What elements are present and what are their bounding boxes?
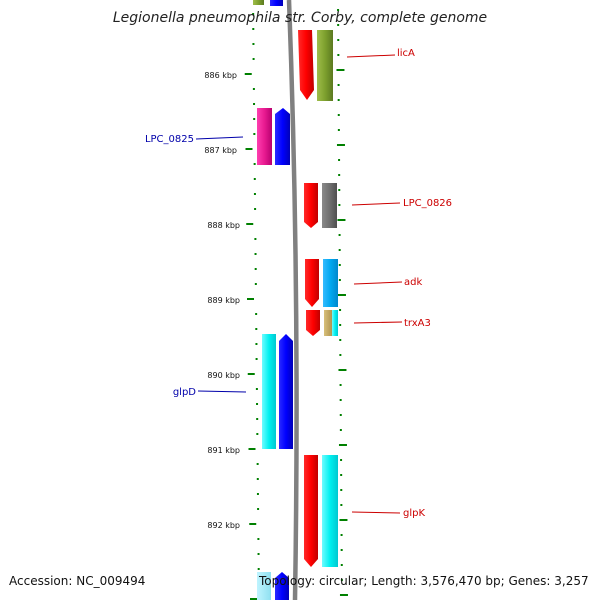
gene-trxA3-product-bar-tan[interactable] [324,310,332,336]
gene-label-adk[interactable]: adk [404,277,422,288]
ruler-label-889-kbp: 889 kbp [207,296,240,305]
callout-line-LPC_0826 [351,202,401,206]
gene-LPC_0825-cds-arrow[interactable] [275,108,290,165]
genome-backbone [286,0,299,601]
gene-licA-product-bar[interactable] [317,30,333,101]
ruler-label-890-kbp: 890 kbp [207,371,240,380]
genome-title: Legionella pneumophila str. Corby, compl… [112,10,488,26]
gene-LPC_0826-product-bar[interactable] [322,183,337,228]
callout-line-trxA3 [353,321,403,324]
gene-licA-cds-arrow[interactable] [298,30,314,100]
gene-partial-bottom-blue-arrow[interactable] [275,572,289,600]
gene-labels: licA LPC_0825 LPC_0826 adk trxA3 glpD gl… [145,48,452,519]
gene-label-licA[interactable]: licA [397,48,415,59]
gene-label-LPC_0825[interactable]: LPC_0825 [145,134,194,145]
gene-LPC_0825-product-bar[interactable] [257,108,272,165]
callout-line-licA [346,54,396,58]
gene-glpD-cds-arrow[interactable] [279,334,293,449]
gene-partial-bottom-pale[interactable] [257,572,271,600]
callout-line-LPC_0825 [195,136,244,140]
callout-line-glpD [197,390,247,393]
gene-adk-cds-arrow[interactable] [305,259,319,307]
gene-glpK-cds-arrow[interactable] [304,455,318,567]
gene-adk-product-bar[interactable] [323,259,338,307]
callout-line-glpK [351,511,401,514]
gene-partial-top-olive[interactable] [253,0,264,5]
ruler-labels: 886 kbp 887 kbp 888 kbp 889 kbp 890 kbp … [204,71,240,530]
gene-label-LPC_0826[interactable]: LPC_0826 [403,198,452,209]
gene-partial-top-blue[interactable] [270,0,283,6]
gene-label-trxA3[interactable]: trxA3 [404,318,431,329]
gene-glpD-product-bar[interactable] [262,334,276,449]
gene-glpK-product-bar[interactable] [322,455,338,567]
gene-label-glpK[interactable]: glpK [403,508,425,519]
callout-line-adk [353,281,403,285]
ruler-label-887-kbp: 887 kbp [204,146,237,155]
ruler-label-888-kbp: 888 kbp [207,221,240,230]
ruler-label-886-kbp: 886 kbp [204,71,237,80]
ruler-label-892-kbp: 892 kbp [207,521,240,530]
label-callouts [195,54,403,514]
accession-text: Accession: NC_009494 [9,574,146,588]
gene-trxA3-cds-arrow[interactable] [306,310,320,336]
ruler-label-891-kbp: 891 kbp [207,446,240,455]
gene-LPC_0826-cds-arrow[interactable] [304,183,318,228]
gene-features [253,0,338,600]
gene-label-glpD[interactable]: glpD [173,387,196,398]
topology-summary: Topology: circular; Length: 3,576,470 bp… [259,574,589,588]
gene-trxA3-product-bar-cyan[interactable] [332,310,338,336]
